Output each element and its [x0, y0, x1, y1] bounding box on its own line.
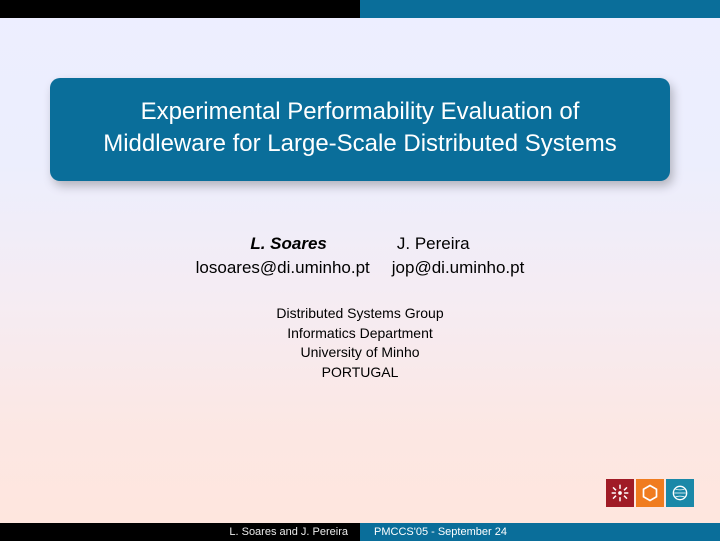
author-primary-email: losoares@di.uminho.pt	[196, 258, 370, 278]
author-secondary: J. Pereira	[397, 234, 470, 254]
logo-row	[606, 479, 694, 507]
author-secondary-email: jop@di.uminho.pt	[392, 258, 525, 278]
slide-title: Experimental Performability Evaluation o…	[80, 96, 640, 161]
logo-dept-icon	[636, 479, 664, 507]
title-box: Experimental Performability Evaluation o…	[50, 78, 670, 181]
affiliation-country: PORTUGAL	[0, 363, 720, 383]
top-bar-accent	[360, 0, 720, 18]
affiliation-group: Distributed Systems Group	[0, 304, 720, 324]
authors-emails-row: losoares@di.uminho.pt jop@di.uminho.pt	[0, 258, 720, 278]
affiliation-dept: Informatics Department	[0, 324, 720, 344]
author-primary: L. Soares	[250, 234, 327, 254]
footer-authors: L. Soares and J. Pereira	[0, 523, 360, 541]
authors-block: L. Soares J. Pereira losoares@di.uminho.…	[0, 234, 720, 278]
logo-group-icon	[666, 479, 694, 507]
slide: Experimental Performability Evaluation o…	[0, 0, 720, 541]
logo-uminho-icon	[606, 479, 634, 507]
affiliation-university: University of Minho	[0, 343, 720, 363]
authors-names-row: L. Soares J. Pereira	[0, 234, 720, 254]
affiliation-block: Distributed Systems Group Informatics De…	[0, 304, 720, 382]
bottom-bar: L. Soares and J. Pereira PMCCS'05 - Sept…	[0, 523, 720, 541]
footer-venue: PMCCS'05 - September 24	[360, 523, 720, 541]
